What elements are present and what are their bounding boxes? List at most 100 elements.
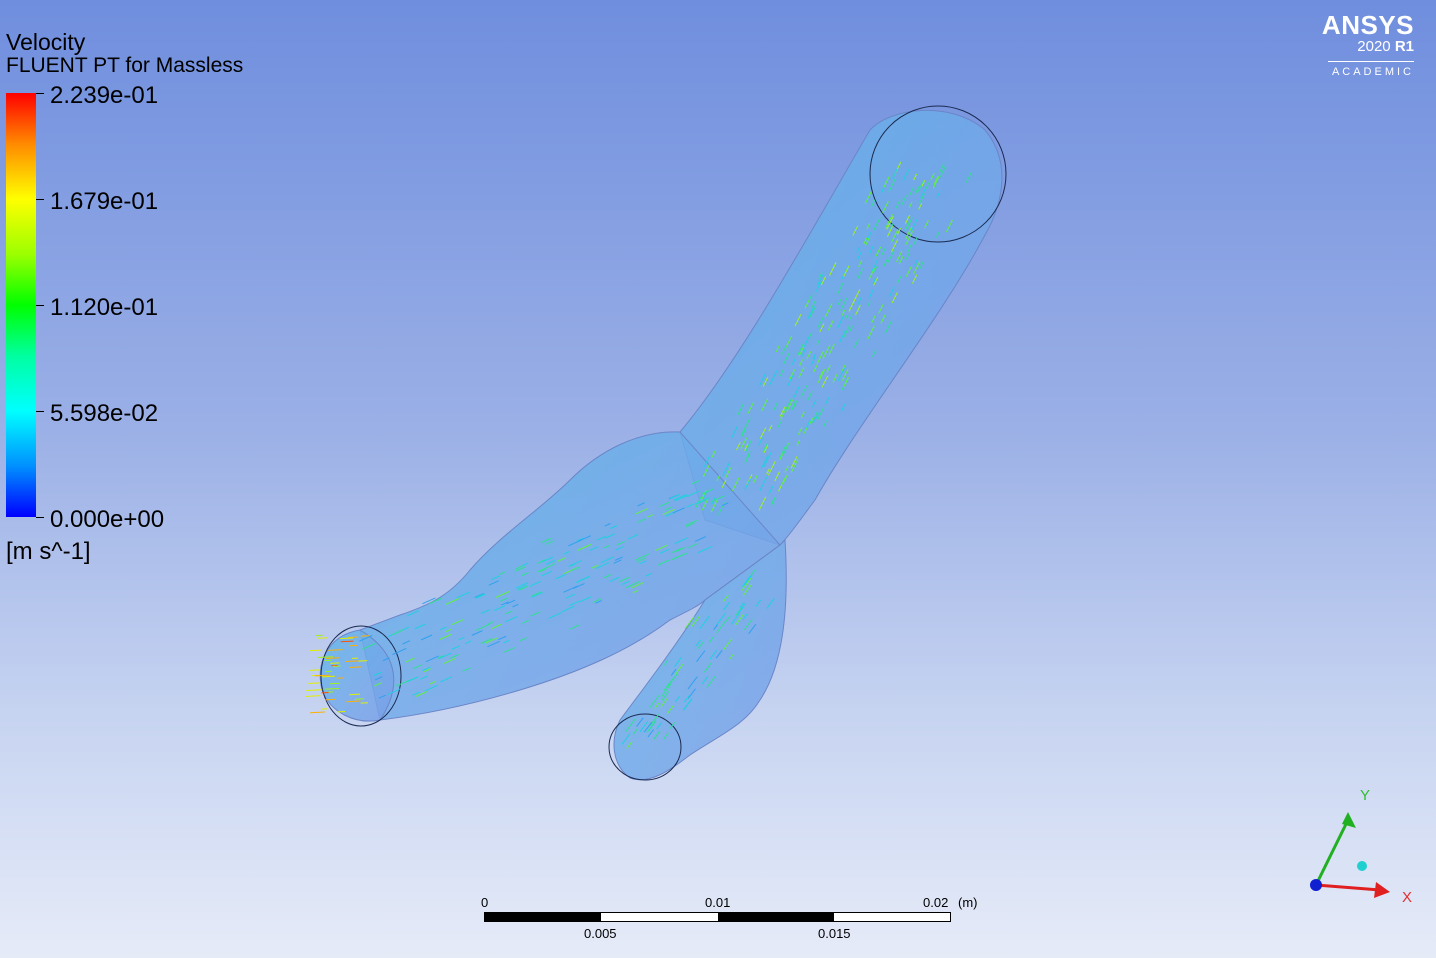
velocity-vector bbox=[541, 556, 554, 563]
velocity-vector bbox=[683, 695, 690, 703]
velocity-vector bbox=[767, 461, 776, 476]
velocity-vector bbox=[748, 623, 757, 635]
velocity-vector bbox=[422, 666, 431, 672]
velocity-vector bbox=[639, 721, 649, 733]
velocity-vector bbox=[740, 437, 748, 450]
velocity-vector bbox=[688, 542, 699, 549]
velocity-vector bbox=[310, 711, 325, 714]
velocity-vector bbox=[618, 576, 631, 583]
velocity-vector bbox=[660, 698, 668, 708]
velocity-vector bbox=[604, 523, 611, 527]
velocity-vector bbox=[515, 582, 529, 589]
brand-version: 2020 R1 bbox=[1357, 38, 1414, 55]
velocity-vector bbox=[716, 621, 726, 634]
velocity-vector bbox=[422, 597, 436, 605]
scale-segment bbox=[601, 913, 718, 921]
scale-segment bbox=[717, 913, 834, 921]
velocity-vector bbox=[891, 228, 899, 243]
velocity-vector bbox=[892, 168, 898, 179]
velocity-vector bbox=[769, 370, 778, 386]
velocity-vector bbox=[563, 550, 571, 555]
velocity-vector bbox=[866, 232, 872, 241]
z-axis-icon bbox=[1310, 879, 1322, 891]
velocity-vector bbox=[649, 695, 660, 708]
velocity-vector bbox=[636, 557, 646, 563]
velocity-vector bbox=[886, 226, 894, 237]
velocity-vector bbox=[759, 427, 767, 439]
velocity-vector bbox=[600, 556, 615, 564]
velocity-vector bbox=[596, 535, 607, 541]
velocity-vector bbox=[450, 654, 459, 659]
velocity-vector bbox=[868, 267, 876, 280]
x-axis-line bbox=[1315, 883, 1381, 892]
velocity-vector bbox=[424, 684, 438, 692]
velocity-vector bbox=[775, 345, 780, 353]
axis-triad[interactable]: Y X bbox=[1300, 780, 1420, 910]
velocity-vector bbox=[539, 568, 546, 573]
velocity-vector bbox=[741, 429, 746, 438]
velocity-vector bbox=[902, 169, 910, 182]
outlet-cap-top bbox=[869, 105, 1007, 243]
velocity-vector bbox=[569, 624, 580, 630]
velocity-vector bbox=[880, 314, 886, 324]
velocity-vector bbox=[657, 559, 670, 566]
velocity-vector bbox=[820, 276, 827, 286]
velocity-vector bbox=[901, 195, 907, 206]
velocity-vector bbox=[825, 397, 830, 405]
velocity-vector bbox=[592, 598, 602, 603]
velocity-vector bbox=[815, 281, 822, 292]
velocity-vector bbox=[613, 559, 622, 564]
velocity-vector bbox=[458, 636, 465, 641]
velocity-vector bbox=[744, 478, 751, 491]
velocity-vector bbox=[701, 497, 709, 511]
velocity-vector bbox=[649, 714, 660, 726]
velocity-vector bbox=[768, 424, 773, 432]
brand-divider bbox=[1328, 61, 1414, 62]
velocity-vector bbox=[691, 480, 700, 485]
velocity-vector bbox=[856, 246, 861, 253]
velocity-vector bbox=[818, 271, 823, 279]
velocity-vector bbox=[918, 260, 924, 270]
velocity-vector bbox=[488, 580, 499, 586]
velocity-vector bbox=[747, 402, 755, 414]
velocity-vector bbox=[828, 343, 835, 355]
velocity-vector bbox=[801, 349, 806, 358]
velocity-vector bbox=[589, 546, 599, 551]
velocity-vector bbox=[643, 721, 653, 733]
legend-tick bbox=[36, 411, 44, 412]
velocity-vector bbox=[809, 307, 816, 318]
velocity-vector bbox=[797, 427, 803, 435]
velocity-vector bbox=[778, 444, 787, 459]
velocity-vector bbox=[873, 277, 879, 286]
vessel-geometry bbox=[319, 105, 1007, 781]
velocity-vector bbox=[474, 593, 485, 598]
velocity-vector bbox=[763, 444, 769, 454]
velocity-vector bbox=[635, 508, 649, 515]
velocity-vector bbox=[308, 682, 321, 685]
velocity-vector bbox=[713, 624, 718, 631]
velocity-vector bbox=[816, 274, 824, 286]
velocity-vector bbox=[681, 552, 688, 556]
velocity-vector bbox=[779, 453, 784, 460]
velocity-vector bbox=[674, 696, 680, 703]
velocity-vector bbox=[856, 296, 862, 307]
legend-tick bbox=[36, 199, 44, 200]
velocity-vector bbox=[857, 250, 863, 260]
velocity-vector bbox=[674, 664, 684, 676]
velocity-vector bbox=[885, 213, 894, 229]
velocity-vector bbox=[784, 465, 789, 473]
velocity-vector bbox=[603, 545, 610, 549]
velocity-vector bbox=[321, 675, 336, 678]
velocity-vector bbox=[822, 344, 831, 359]
velocity-vector bbox=[686, 490, 701, 498]
velocity-vector bbox=[936, 231, 940, 238]
velocity-vector bbox=[762, 442, 769, 453]
velocity-vector bbox=[407, 610, 420, 617]
velocity-vector bbox=[346, 700, 361, 703]
velocity-vector bbox=[349, 666, 361, 668]
velocity-vector bbox=[504, 647, 515, 653]
velocity-vector bbox=[653, 730, 661, 740]
velocity-vector bbox=[425, 655, 440, 663]
velocity-vector bbox=[306, 689, 323, 692]
